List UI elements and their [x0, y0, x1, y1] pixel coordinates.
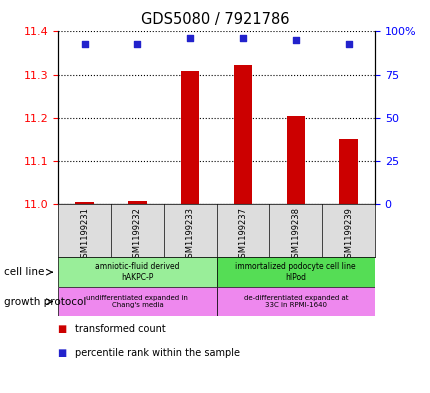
Text: GSM1199239: GSM1199239	[343, 207, 352, 263]
Text: GSM1199232: GSM1199232	[132, 207, 141, 263]
Bar	[216, 287, 374, 316]
Text: ■: ■	[58, 324, 71, 334]
Text: growth protocol: growth protocol	[4, 297, 86, 307]
Point	[134, 40, 141, 47]
Bar	[58, 287, 216, 316]
Text: transformed count: transformed count	[75, 324, 166, 334]
Bar	[286, 116, 304, 204]
Text: percentile rank within the sample: percentile rank within the sample	[75, 348, 240, 358]
Text: GDS5080 / 7921786: GDS5080 / 7921786	[141, 12, 289, 27]
Text: GSM1199233: GSM1199233	[185, 207, 194, 263]
Point	[81, 40, 88, 47]
Bar	[128, 201, 146, 204]
Point	[239, 35, 246, 42]
Bar	[338, 139, 357, 204]
Text: GSM1199237: GSM1199237	[238, 207, 247, 263]
Bar	[233, 65, 252, 204]
Point	[292, 37, 298, 43]
Text: de-differentiated expanded at
33C in RPMI-1640: de-differentiated expanded at 33C in RPM…	[243, 295, 347, 308]
Text: GSM1199238: GSM1199238	[291, 207, 300, 263]
Text: amniotic-fluid derived
hAKPC-P: amniotic-fluid derived hAKPC-P	[95, 263, 179, 282]
Bar	[58, 257, 216, 287]
Text: cell line: cell line	[4, 267, 45, 277]
Text: ■: ■	[58, 348, 71, 358]
Text: immortalized podocyte cell line
hIPod: immortalized podocyte cell line hIPod	[235, 263, 355, 282]
Point	[186, 35, 193, 42]
Bar	[181, 71, 199, 204]
Point	[344, 40, 351, 47]
Text: GSM1199231: GSM1199231	[80, 207, 89, 263]
Bar	[216, 257, 374, 287]
Bar	[75, 202, 94, 204]
Text: undifferentiated expanded in
Chang's media: undifferentiated expanded in Chang's med…	[86, 295, 188, 308]
